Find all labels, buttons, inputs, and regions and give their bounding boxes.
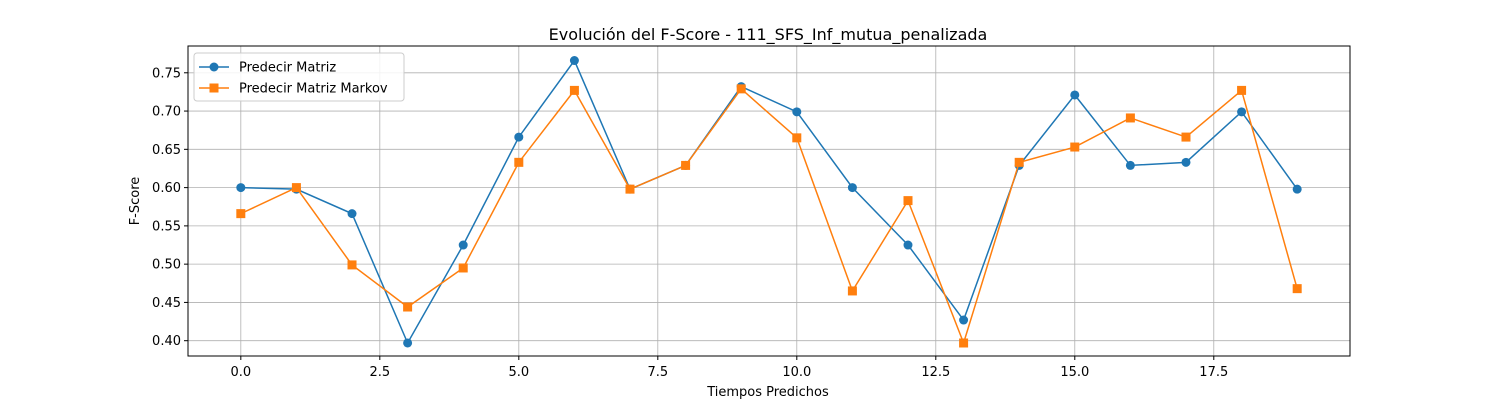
data-point <box>959 315 969 325</box>
series-line <box>240 59 1298 345</box>
data-point <box>1125 160 1135 170</box>
x-tick-label: 5.0 <box>508 365 529 380</box>
data-point <box>959 338 969 348</box>
data-point <box>1125 113 1135 123</box>
data-point <box>347 209 357 219</box>
x-axis-ticks: 0.0 2.5 5.0 7.5 10.0 12.5 15.0 17.5 <box>230 356 1228 380</box>
data-point <box>569 85 579 95</box>
data-point <box>458 263 468 273</box>
y-tick-label: 0.65 <box>152 143 181 158</box>
legend-marker <box>209 83 219 93</box>
y-tick-label: 0.75 <box>152 66 181 81</box>
x-tick-label: 7.5 <box>647 365 668 380</box>
legend-box <box>193 52 405 102</box>
series-layer <box>236 56 1302 348</box>
y-tick-label: 0.60 <box>152 181 181 196</box>
plot-frame <box>187 45 1351 357</box>
data-point <box>236 183 246 193</box>
x-tick-label: 0.0 <box>230 365 251 380</box>
data-point <box>792 133 802 143</box>
x-axis-label: Tiempos Predichos <box>706 385 829 400</box>
y-axis-ticks: 0.40 0.45 0.50 0.55 0.60 0.65 0.70 0.75 <box>152 66 188 349</box>
data-point <box>514 132 524 142</box>
data-point <box>1014 157 1024 167</box>
data-point <box>458 240 468 250</box>
data-point <box>291 183 301 193</box>
data-point <box>847 183 857 193</box>
data-point <box>625 184 635 194</box>
data-point <box>1070 90 1080 100</box>
data-point <box>1292 184 1302 194</box>
data-point <box>1181 157 1191 167</box>
series-2 <box>236 84 1302 348</box>
data-point <box>681 160 691 170</box>
y-tick-label: 0.55 <box>152 219 181 234</box>
legend-label: Predecir Matriz <box>239 61 336 76</box>
data-point <box>403 302 413 312</box>
data-point <box>347 260 357 270</box>
series-line <box>240 87 1298 346</box>
data-point <box>792 107 802 117</box>
y-tick-label: 0.50 <box>152 258 181 273</box>
data-point <box>403 338 413 348</box>
y-axis-label: F-Score <box>128 177 143 226</box>
data-point <box>1181 132 1191 142</box>
x-tick-label: 15.0 <box>1060 365 1089 380</box>
data-point <box>514 157 524 167</box>
data-point <box>1237 107 1247 117</box>
x-tick-label: 2.5 <box>369 365 390 380</box>
data-point <box>903 240 913 250</box>
legend-marker <box>209 62 219 72</box>
x-tick-label: 12.5 <box>921 365 950 380</box>
data-point <box>1237 85 1247 95</box>
data-point <box>1292 284 1302 294</box>
chart-title: Evolución del F-Score - 111_SFS_Inf_mutu… <box>549 25 988 45</box>
data-point <box>903 196 913 206</box>
data-point <box>236 209 246 219</box>
x-tick-label: 10.0 <box>782 365 811 380</box>
data-point <box>847 286 857 296</box>
data-point <box>1070 142 1080 152</box>
legend-label: Predecir Matriz Markov <box>239 82 388 97</box>
x-tick-label: 17.5 <box>1199 365 1228 380</box>
y-tick-label: 0.40 <box>152 334 181 349</box>
y-tick-label: 0.70 <box>152 105 181 120</box>
legend: Predecir Matriz Predecir Matriz Markov <box>193 52 405 102</box>
data-point <box>569 56 579 66</box>
y-tick-label: 0.45 <box>152 296 181 311</box>
data-point <box>736 84 746 94</box>
